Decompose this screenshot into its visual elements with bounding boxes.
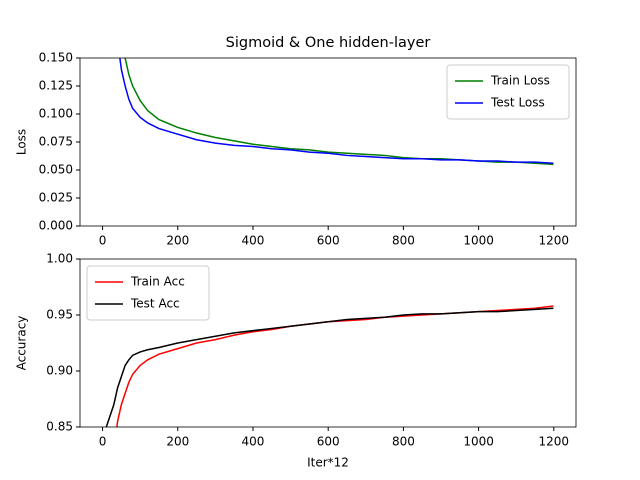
data-line [105,307,554,427]
x-tick-label: 0 [99,234,107,248]
x-tick-label: 1200 [539,234,570,248]
y-tick-label: 0.90 [46,364,73,378]
chart-title: Sigmoid & One hidden-layer [226,35,431,51]
data-line [119,58,554,165]
y-tick-label: 1.00 [46,252,73,266]
x-tick-label: 0 [99,435,107,449]
x-tick-label: 800 [392,435,415,449]
data-line [116,305,554,427]
y-axis-label: Loss [15,129,29,155]
x-tick-label: 600 [317,234,340,248]
legend-box [446,64,570,120]
legend-label: Test Acc [130,297,180,311]
x-tick-label: 1200 [539,435,570,449]
x-tick-label: 600 [317,435,340,449]
axes-frame [79,57,577,227]
legend-label: Train Acc [130,275,185,289]
x-tick-label: 1000 [463,435,494,449]
y-axis-label: Accuracy [15,316,29,371]
legend-box [86,265,210,321]
x-tick-label: 400 [242,435,265,449]
x-tick-label: 800 [392,234,415,248]
y-tick-label: 0.85 [46,420,73,434]
x-tick-label: 200 [166,234,189,248]
y-tick-label: 0.150 [39,51,73,65]
x-tick-label: 200 [166,435,189,449]
x-axis-label: Iter*12 [307,456,349,470]
y-tick-label: 0.075 [39,135,73,149]
y-tick-label: 0.100 [39,107,73,121]
y-tick-label: 0.000 [39,219,73,233]
x-tick-label: 400 [242,234,265,248]
axes-frame [79,258,577,428]
x-tick-label: 1000 [463,234,494,248]
y-tick-label: 0.050 [39,163,73,177]
y-tick-label: 0.125 [39,79,73,93]
y-tick-label: 0.95 [46,308,73,322]
legend-label: Test Loss [490,96,545,110]
legend-label: Train Loss [490,74,550,88]
y-tick-label: 0.025 [39,191,73,205]
